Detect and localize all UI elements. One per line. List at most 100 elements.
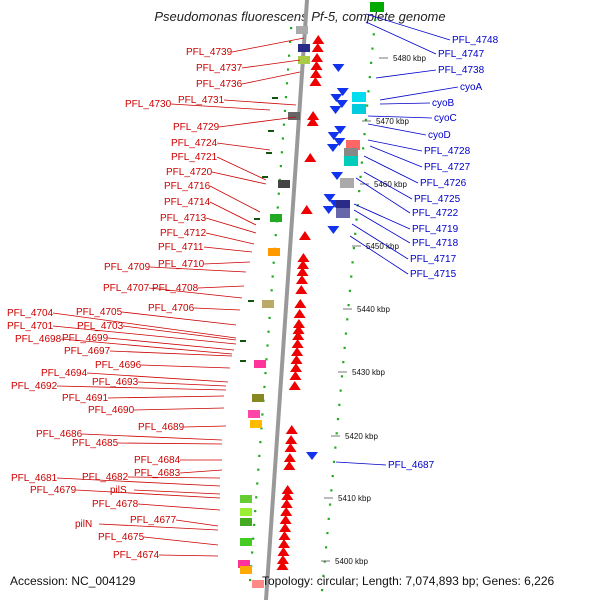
tick-dot xyxy=(346,318,349,321)
tick-dot xyxy=(364,118,367,121)
gene-label-connector xyxy=(175,519,219,527)
gene-arrow-forward xyxy=(300,205,313,214)
gene-arrow-forward xyxy=(278,531,291,540)
gene-label-left: PFL_4677 xyxy=(130,515,177,526)
gene-block-forward xyxy=(298,44,310,52)
gene-label-connector xyxy=(107,337,235,351)
gene-label-connector xyxy=(117,442,223,445)
gene-label-left: PFL_4692 xyxy=(11,381,58,392)
gene-label-right: PFL_4726 xyxy=(420,178,467,189)
accession-text: Accession: NC_004129 xyxy=(10,574,136,588)
gene-mark-forward xyxy=(268,130,274,132)
gene-label-connector xyxy=(56,385,227,391)
gene-label-connector xyxy=(158,554,219,557)
tick-dot xyxy=(371,47,374,50)
tick-dot xyxy=(256,482,259,485)
gene-arrow-forward xyxy=(280,507,293,516)
gene-label-connector xyxy=(355,177,411,214)
gene-arrow-forward xyxy=(311,43,324,52)
gene-arrow-reverse xyxy=(336,88,349,96)
kbp-scale-label: 5460 kbp xyxy=(374,180,407,189)
gene-label-connector xyxy=(379,102,431,105)
gene-label-connector xyxy=(98,523,219,531)
gene-label-left: PFL_4699 xyxy=(62,333,109,344)
gene-arrow-forward xyxy=(289,363,302,372)
tick-dot xyxy=(358,190,361,193)
gene-label-connector xyxy=(241,71,301,85)
gene-arrow-forward xyxy=(279,515,292,524)
gene-block-forward xyxy=(240,508,252,516)
gene-label-connector xyxy=(203,261,251,265)
gene-label-right: PFL_4747 xyxy=(438,49,485,60)
gene-label-right: PFL_4687 xyxy=(388,460,435,471)
gene-label-connector xyxy=(369,145,423,168)
gene-label-left: PFL_4703 xyxy=(77,321,124,332)
gene-mark-forward xyxy=(254,218,260,220)
gene-label-connector xyxy=(363,171,413,200)
gene-label-left: pilS xyxy=(110,485,127,496)
gene-arrow-reverse xyxy=(333,138,346,146)
tick-dot xyxy=(272,261,275,264)
tick-dot xyxy=(354,232,357,235)
gene-block-forward xyxy=(240,538,252,546)
topology-summary: Topology: circular; Length: 7,074,893 bp… xyxy=(262,574,555,588)
gene-label-connector xyxy=(205,217,257,234)
gene-label-left: PFL_4701 xyxy=(7,321,54,332)
gene-label-left: PFL_4694 xyxy=(41,368,88,379)
gene-block-reverse xyxy=(370,2,384,12)
gene-label-connector xyxy=(353,209,411,244)
gene-arrow-forward xyxy=(292,331,305,340)
gene-label-left: PFL_4679 xyxy=(30,485,77,496)
gene-label-left: PFL_4683 xyxy=(134,468,181,479)
gene-arrow-forward xyxy=(309,77,322,86)
gene-arrow-forward xyxy=(292,319,305,328)
tick-dot xyxy=(328,503,332,506)
kbp-scale-label: 5480 kbp xyxy=(393,54,426,63)
tick-dot xyxy=(288,40,292,43)
gene-label-connector xyxy=(81,433,223,441)
tick-dot xyxy=(338,403,341,406)
gene-label-left: PFL_4708 xyxy=(152,283,199,294)
tick-dot xyxy=(280,151,283,154)
tick-dot xyxy=(284,96,288,99)
gene-arrow-forward xyxy=(283,461,296,470)
gene-label-connector xyxy=(365,21,437,55)
gene-label-left: PFL_4730 xyxy=(125,99,172,110)
gene-label-connector xyxy=(367,123,427,136)
inner-tick-track xyxy=(249,27,293,582)
gene-label-left: PFL_4678 xyxy=(92,499,139,510)
gene-arrow-reverse xyxy=(331,172,344,180)
tick-dot xyxy=(263,385,266,388)
gene-label-left: PFL_4731 xyxy=(178,95,225,106)
gene-label-connector xyxy=(241,59,301,69)
gene-label-left: PFL_4709 xyxy=(104,262,151,273)
tick-dot xyxy=(344,332,348,335)
gene-label-connector xyxy=(122,325,237,341)
tick-dot xyxy=(360,161,363,164)
tick-dot xyxy=(287,54,291,57)
gene-mark-forward xyxy=(262,176,268,178)
gene-label-connector xyxy=(375,69,437,79)
tick-dot xyxy=(340,375,344,378)
gene-arrow-forward xyxy=(281,491,294,500)
tick-dot xyxy=(330,489,333,492)
gene-arrow-reverse xyxy=(329,106,342,114)
tick-dot xyxy=(265,358,268,361)
gene-label-right: PFL_4728 xyxy=(424,146,471,157)
gene-label-left: PFL_4739 xyxy=(186,47,233,58)
gene-label-right: PFL_4719 xyxy=(412,224,459,235)
gene-label-connector xyxy=(349,235,409,275)
gene-label-left: PFL_4690 xyxy=(88,405,135,416)
tick-dot xyxy=(335,432,338,435)
gene-arrow-forward xyxy=(304,153,317,162)
gene-label-connector xyxy=(183,425,227,428)
gene-block-reverse xyxy=(344,148,358,158)
gene-label-left: pilN xyxy=(75,519,92,530)
tick-dot xyxy=(363,133,366,136)
gene-block-forward xyxy=(268,248,280,256)
gene-arrow-forward xyxy=(277,547,290,556)
gene-label-connector xyxy=(143,536,219,546)
gene-arrow-forward xyxy=(295,275,308,284)
outer-tick-track xyxy=(321,19,377,592)
